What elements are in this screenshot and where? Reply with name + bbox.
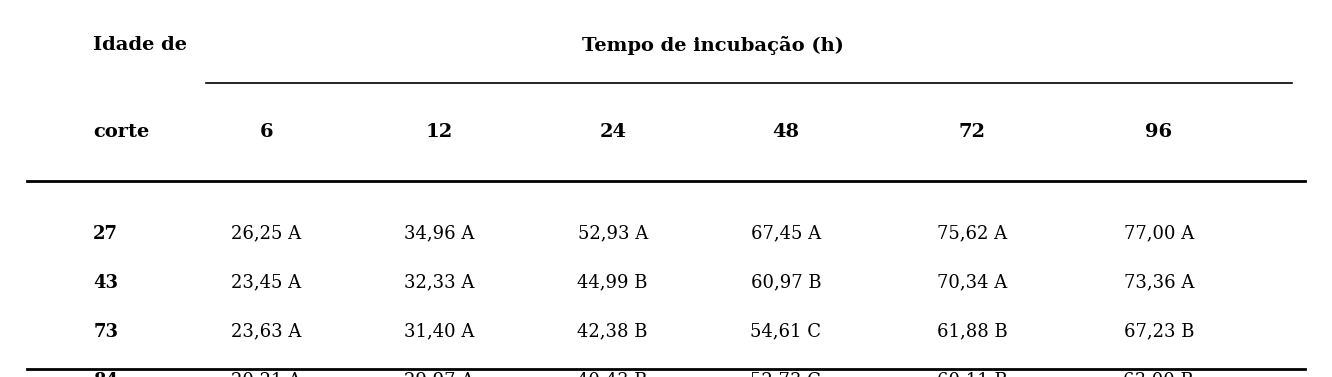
Text: 52,93 A: 52,93 A xyxy=(578,225,647,243)
Text: 77,00 A: 77,00 A xyxy=(1124,225,1193,243)
Text: 96: 96 xyxy=(1146,123,1172,141)
Text: 29,97 A: 29,97 A xyxy=(405,372,474,377)
Text: 43: 43 xyxy=(93,274,119,292)
Text: 6: 6 xyxy=(260,123,273,141)
Text: 52,73 C: 52,73 C xyxy=(750,372,822,377)
Text: 60,11 B: 60,11 B xyxy=(936,372,1008,377)
Text: 63,00 B: 63,00 B xyxy=(1123,372,1195,377)
Text: 61,88 B: 61,88 B xyxy=(936,323,1008,341)
Text: 73,36 A: 73,36 A xyxy=(1124,274,1193,292)
Text: 48: 48 xyxy=(773,123,799,141)
Text: 23,45 A: 23,45 A xyxy=(232,274,301,292)
Text: 23,63 A: 23,63 A xyxy=(232,323,301,341)
Text: 70,34 A: 70,34 A xyxy=(938,274,1007,292)
Text: 42,38 B: 42,38 B xyxy=(578,323,647,341)
Text: 72: 72 xyxy=(959,123,986,141)
Text: 27: 27 xyxy=(93,225,119,243)
Text: 84: 84 xyxy=(93,372,119,377)
Text: 26,25 A: 26,25 A xyxy=(232,225,301,243)
Text: 67,23 B: 67,23 B xyxy=(1124,323,1193,341)
Text: 54,61 C: 54,61 C xyxy=(750,323,822,341)
Text: 44,99 B: 44,99 B xyxy=(578,274,647,292)
Text: 31,40 A: 31,40 A xyxy=(405,323,474,341)
Text: 40,43 B: 40,43 B xyxy=(578,372,647,377)
Text: corte: corte xyxy=(93,123,149,141)
Text: 20,21 A: 20,21 A xyxy=(232,372,301,377)
Text: 32,33 A: 32,33 A xyxy=(405,274,474,292)
Text: 34,96 A: 34,96 A xyxy=(405,225,474,243)
Text: Tempo de incubação (h): Tempo de incubação (h) xyxy=(582,36,843,55)
Text: 12: 12 xyxy=(426,123,453,141)
Text: 67,45 A: 67,45 A xyxy=(751,225,821,243)
Text: 24: 24 xyxy=(599,123,626,141)
Text: Idade de: Idade de xyxy=(93,36,188,54)
Text: 60,97 B: 60,97 B xyxy=(750,274,822,292)
Text: 73: 73 xyxy=(93,323,119,341)
Text: 75,62 A: 75,62 A xyxy=(938,225,1007,243)
